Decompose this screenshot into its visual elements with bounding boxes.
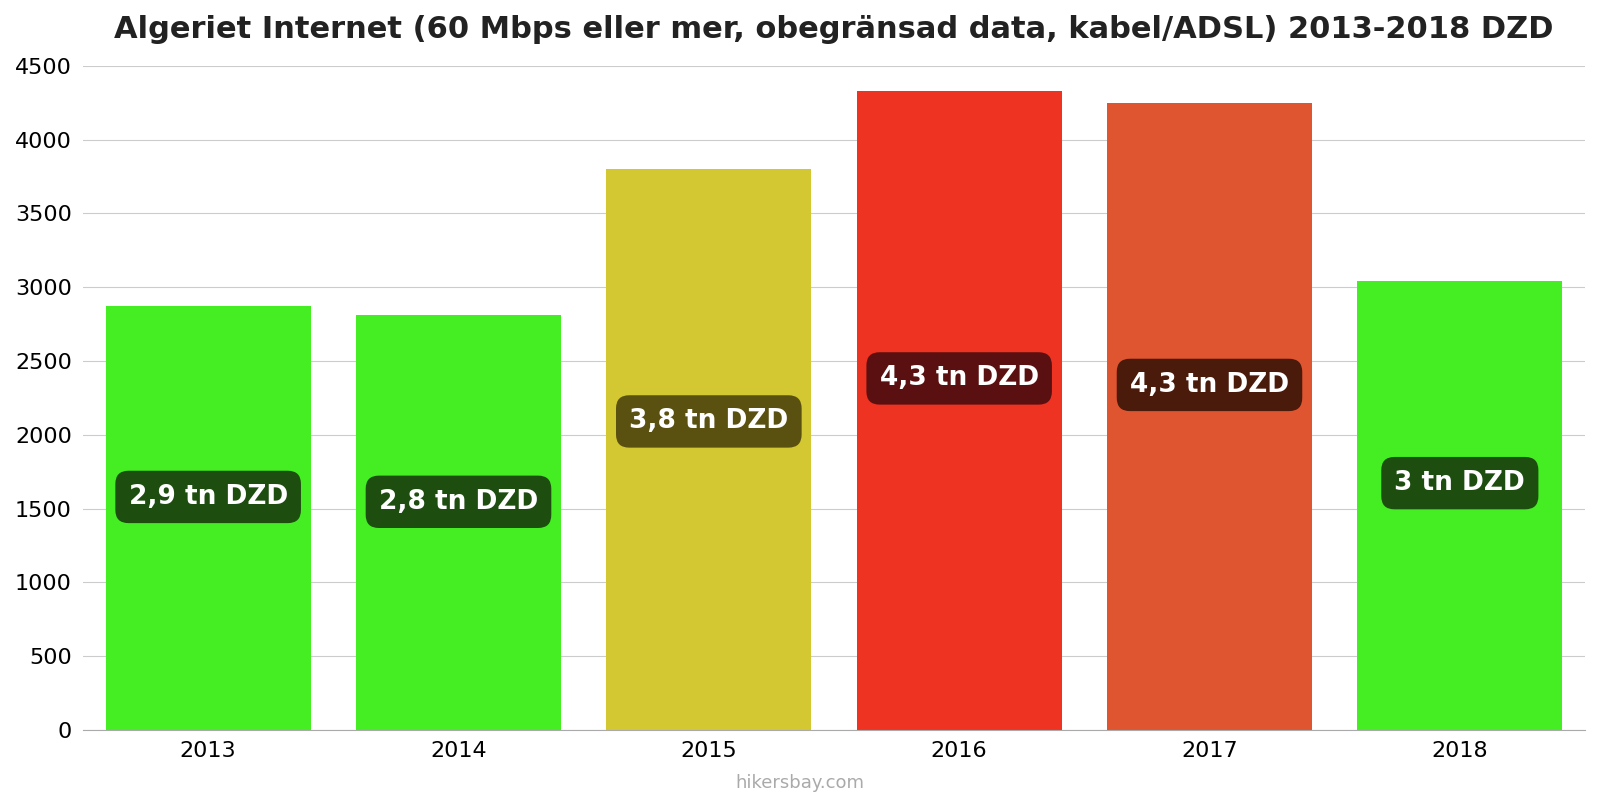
Bar xyxy=(106,306,310,730)
Text: 2,8 tn DZD: 2,8 tn DZD xyxy=(379,489,538,515)
Title: Algeriet Internet (60 Mbps eller mer, obegränsad data, kabel/ADSL) 2013-2018 DZD: Algeriet Internet (60 Mbps eller mer, ob… xyxy=(114,15,1554,44)
Text: 2,9 tn DZD: 2,9 tn DZD xyxy=(128,484,288,510)
Bar xyxy=(856,91,1062,730)
Bar xyxy=(355,315,562,730)
Bar xyxy=(1357,282,1563,730)
Text: 4,3 tn DZD: 4,3 tn DZD xyxy=(880,366,1038,391)
Text: hikersbay.com: hikersbay.com xyxy=(736,774,864,792)
Text: 3,8 tn DZD: 3,8 tn DZD xyxy=(629,409,789,434)
Bar xyxy=(1107,102,1312,730)
Text: 4,3 tn DZD: 4,3 tn DZD xyxy=(1130,372,1290,398)
Bar xyxy=(606,169,811,730)
Text: 3 tn DZD: 3 tn DZD xyxy=(1395,470,1525,496)
